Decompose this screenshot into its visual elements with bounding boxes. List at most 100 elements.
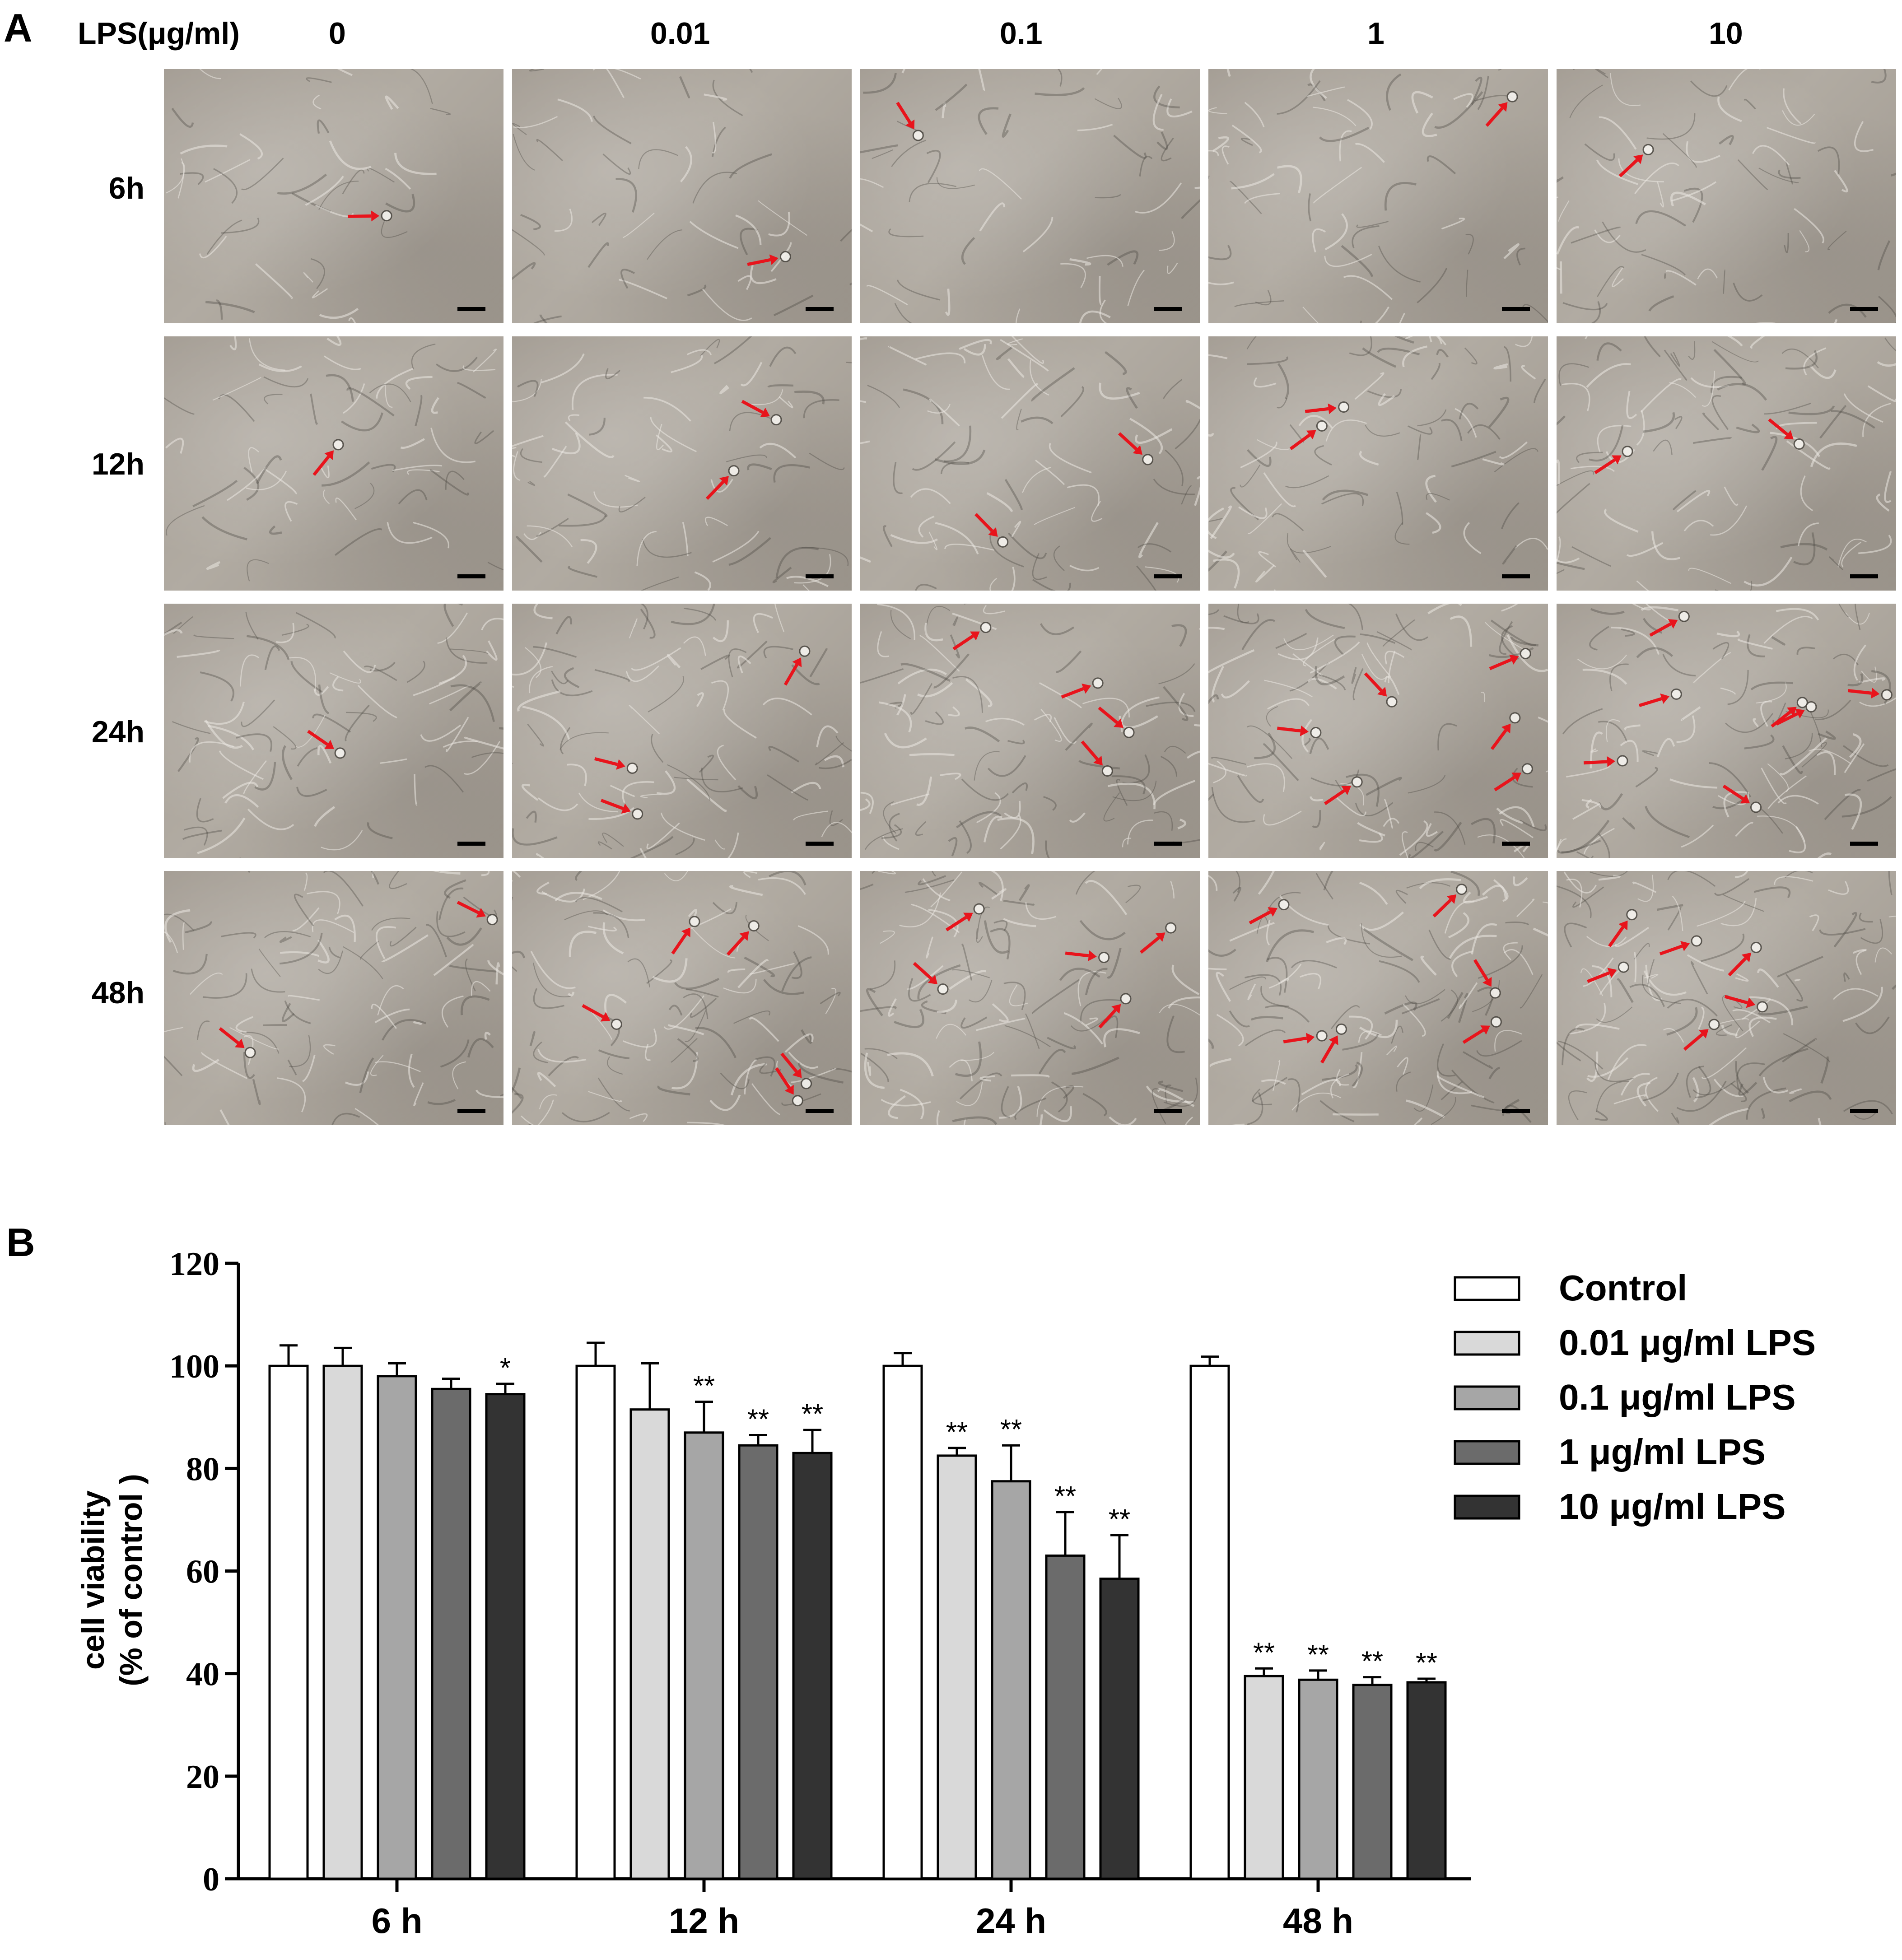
scale-bar xyxy=(1850,842,1878,846)
red-arrow-icon xyxy=(1490,723,1511,750)
scale-bar xyxy=(806,1109,834,1113)
red-arrow-icon xyxy=(1583,756,1615,767)
legend-label: 0.01 μg/ml LPS xyxy=(1559,1322,1816,1363)
significance-marker: ** xyxy=(946,1417,968,1448)
y-tick-label: 60 xyxy=(186,1554,219,1591)
micrograph-6h-dose-0 xyxy=(164,69,503,323)
red-arrow-icon xyxy=(1489,654,1519,670)
significance-marker: ** xyxy=(1361,1646,1383,1677)
red-arrow-icon xyxy=(1289,430,1316,450)
micrograph-12h-dose-0-01 xyxy=(512,336,852,591)
scale-bar xyxy=(457,574,485,578)
scale-bar xyxy=(1154,842,1182,846)
y-tick-label: 0 xyxy=(203,1861,219,1898)
significance-marker: ** xyxy=(1253,1637,1275,1668)
significance-marker: ** xyxy=(1000,1414,1022,1445)
red-arrow-icon xyxy=(1649,619,1678,637)
dose-label-1: 1 xyxy=(1367,16,1385,51)
time-label-48h: 48h xyxy=(91,976,145,1010)
significance-marker: ** xyxy=(1109,1504,1130,1535)
red-arrow-icon xyxy=(1081,740,1103,766)
scale-bar xyxy=(457,307,485,311)
red-arrow-icon xyxy=(1462,1025,1490,1044)
legend-label: 10 μg/ml LPS xyxy=(1559,1486,1785,1527)
red-arrow-icon xyxy=(1848,688,1880,699)
red-arrow-icon xyxy=(1728,952,1751,977)
significance-marker: ** xyxy=(693,1371,715,1402)
scale-bar xyxy=(1154,574,1182,578)
red-arrow-icon xyxy=(1618,154,1643,177)
bar xyxy=(431,1387,471,1880)
red-arrow-icon xyxy=(780,1052,802,1078)
scale-bar xyxy=(457,842,485,846)
significance-marker: ** xyxy=(1054,1481,1076,1512)
red-arrow-icon xyxy=(741,400,770,418)
scale-bar xyxy=(806,307,834,311)
bar xyxy=(377,1375,417,1880)
red-arrow-icon xyxy=(1722,784,1750,804)
scale-bar xyxy=(1154,307,1182,311)
scale-bar xyxy=(1850,574,1878,578)
micrograph-48h-dose-0-01 xyxy=(512,871,852,1125)
micrograph-48h-dose-1 xyxy=(1208,871,1548,1125)
significance-marker: ** xyxy=(1416,1648,1437,1679)
red-arrow-icon xyxy=(783,657,802,686)
dose-header: LPS(μg/ml) xyxy=(78,16,240,51)
bar xyxy=(629,1408,670,1880)
micrograph-12h-dose-10 xyxy=(1557,336,1896,591)
panel-b-label: B xyxy=(6,1220,35,1265)
scale-bar xyxy=(806,842,834,846)
red-arrow-icon xyxy=(1724,995,1756,1008)
chart-plot-area: 0 20 40 60 80 100 120 cell viability(% of contr… xyxy=(75,1246,1816,1941)
y-tick-label: 80 xyxy=(186,1451,219,1488)
red-arrow-icon xyxy=(1683,1029,1709,1051)
dose-label-0-1: 0.1 xyxy=(1000,16,1043,51)
red-arrow-icon xyxy=(219,1027,245,1048)
bar xyxy=(882,1364,923,1880)
red-arrow-icon xyxy=(1494,773,1521,791)
significance-marker: ** xyxy=(1307,1639,1329,1671)
scale-bar xyxy=(1502,307,1530,311)
micrograph-6h-dose-10 xyxy=(1557,69,1896,323)
bar xyxy=(1189,1364,1230,1880)
red-arrow-icon xyxy=(457,901,486,918)
red-arrow-icon xyxy=(747,254,779,266)
red-arrow-icon xyxy=(1305,403,1337,414)
bar xyxy=(1298,1678,1338,1880)
micrograph-24h-dose-0-01 xyxy=(512,604,852,858)
red-arrow-icon xyxy=(1639,693,1670,707)
red-arrow-icon xyxy=(1283,1033,1315,1044)
significance-marker: ** xyxy=(747,1404,769,1435)
micrograph-48h-dose-10 xyxy=(1557,871,1896,1125)
red-arrow-icon xyxy=(312,450,334,476)
y-axis-label: cell viability(% of control ) xyxy=(75,1474,149,1686)
red-arrow-icon xyxy=(726,931,749,956)
bar xyxy=(268,1364,309,1880)
scale-bar xyxy=(1502,842,1530,846)
legend-label: 0.1 μg/ml LPS xyxy=(1559,1377,1796,1417)
red-arrow-icon xyxy=(1364,672,1387,697)
red-arrow-icon xyxy=(671,927,690,954)
red-arrow-icon xyxy=(1485,102,1508,127)
red-arrow-icon xyxy=(775,1067,794,1095)
red-arrow-icon xyxy=(1594,455,1622,475)
legend-swatch xyxy=(1454,1331,1520,1356)
x-category-label: 48 h xyxy=(1283,1901,1353,1941)
red-arrow-icon xyxy=(913,962,938,984)
red-arrow-icon xyxy=(1608,920,1628,947)
bar xyxy=(684,1431,724,1880)
red-arrow-icon xyxy=(952,631,980,651)
panel-b-bar-chart: B 0 20 40 60 80 100 120 cell viability(% of con… xyxy=(6,1220,1816,1941)
y-tick-label: 120 xyxy=(169,1246,219,1283)
red-arrow-icon xyxy=(1587,968,1617,983)
scale-bar xyxy=(806,574,834,578)
x-category-label: 12 h xyxy=(669,1901,739,1941)
time-label-6h: 6h xyxy=(108,171,145,205)
red-arrow-icon xyxy=(1065,950,1097,961)
red-arrow-icon xyxy=(1249,907,1277,925)
micrograph-12h-dose-0 xyxy=(164,336,503,591)
dose-label-0: 0 xyxy=(329,16,346,51)
scale-bar xyxy=(457,1109,485,1113)
micrograph-24h-dose-0-1 xyxy=(860,604,1200,858)
red-arrow-icon xyxy=(1768,418,1794,440)
